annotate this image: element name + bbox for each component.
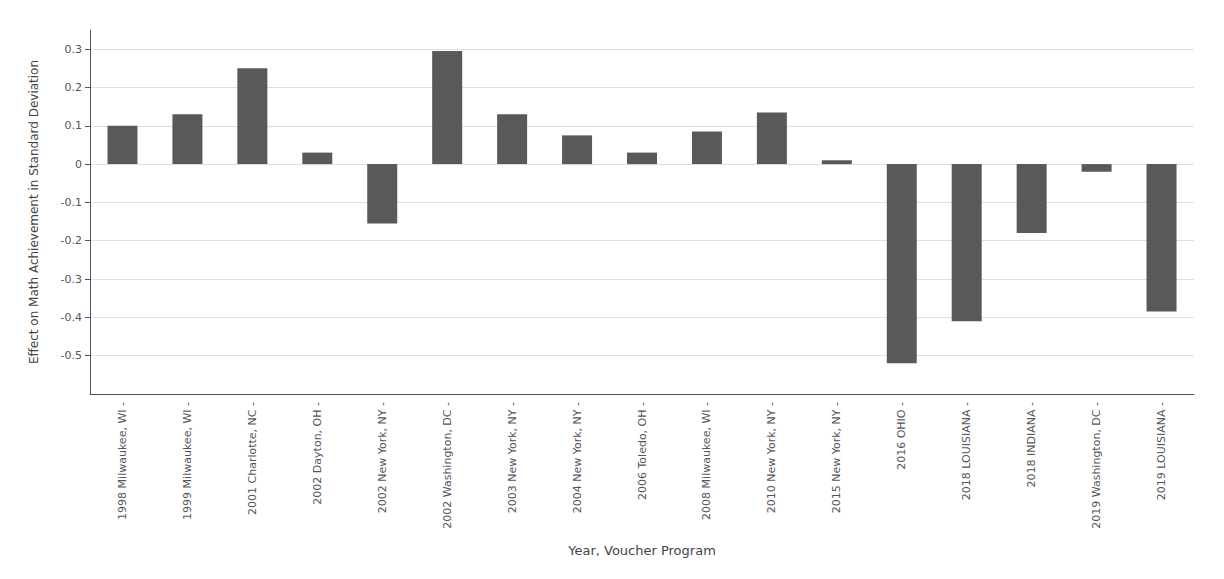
svg-text:2018 LOUISIANA -: 2018 LOUISIANA - <box>960 402 973 500</box>
svg-text:2019 Washington, DC -: 2019 Washington, DC - <box>1090 402 1103 529</box>
svg-text:-0.4: -0.4 <box>61 311 82 324</box>
svg-text:2019 LOUISIANA -: 2019 LOUISIANA - <box>1155 402 1168 500</box>
svg-text:2018 INDIANA -: 2018 INDIANA - <box>1025 402 1038 487</box>
svg-text:Effect on Math Achievement in: Effect on Math Achievement in Standard D… <box>27 60 41 364</box>
svg-text:0.2: 0.2 <box>65 81 83 94</box>
svg-text:2003 New York, NY -: 2003 New York, NY - <box>506 402 519 513</box>
svg-text:1999 Milwaukee, WI -: 1999 Milwaukee, WI - <box>181 402 194 520</box>
svg-text:2002 Dayton, OH -: 2002 Dayton, OH - <box>311 402 324 505</box>
svg-text:0.1: 0.1 <box>65 119 83 132</box>
svg-text:1998 Milwaukee, WI -: 1998 Milwaukee, WI - <box>116 402 129 520</box>
svg-text:-0.1: -0.1 <box>61 196 82 209</box>
svg-text:2002 Washington, DC -: 2002 Washington, DC - <box>441 402 454 529</box>
svg-text:2016 OHIO -: 2016 OHIO - <box>895 402 908 470</box>
svg-text:2010 New York, NY -: 2010 New York, NY - <box>765 402 778 513</box>
svg-text:2015 New York, NY -: 2015 New York, NY - <box>830 402 843 513</box>
svg-text:0: 0 <box>75 158 82 171</box>
svg-text:2006 Toledo, OH -: 2006 Toledo, OH - <box>636 402 649 500</box>
svg-text:-0.5: -0.5 <box>61 349 82 362</box>
svg-text:2001 Charlotte, NC -: 2001 Charlotte, NC - <box>246 402 259 515</box>
svg-text:Year, Voucher Program: Year, Voucher Program <box>567 543 716 558</box>
svg-text:-0.3: -0.3 <box>61 273 82 286</box>
svg-text:-0.2: -0.2 <box>61 234 82 247</box>
svg-text:0.3: 0.3 <box>65 43 83 56</box>
svg-text:2004 New York, NY -: 2004 New York, NY - <box>571 402 584 513</box>
svg-text:2002 New York, NY -: 2002 New York, NY - <box>376 402 389 513</box>
svg-text:2008 Milwaukee, WI -: 2008 Milwaukee, WI - <box>700 402 713 520</box>
